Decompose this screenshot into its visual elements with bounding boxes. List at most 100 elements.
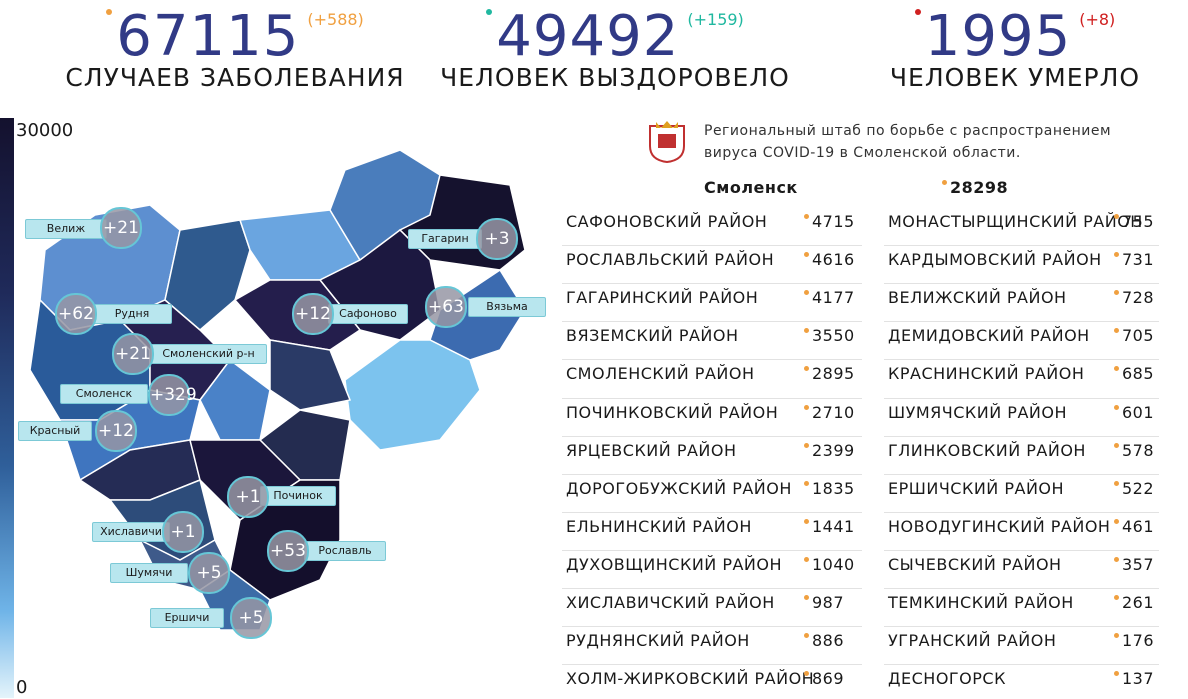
change-bubble: +53 — [267, 530, 309, 572]
district-name: ШУМЯЧСКИЙ РАЙОН — [888, 402, 1067, 422]
district-name: ТЕМКИНСКИЙ РАЙОН — [888, 593, 1074, 612]
change-bubble: +12 — [292, 293, 334, 335]
change-bubble: +329 — [148, 374, 197, 416]
change-bubble: +62 — [55, 293, 97, 335]
place-label: Вязьма — [468, 297, 546, 317]
stat-change: (+159) — [687, 10, 744, 29]
row-separator — [884, 245, 1159, 247]
place-label: Смоленск — [60, 384, 148, 404]
row-separator — [884, 435, 1159, 437]
change-bubble: +5 — [230, 597, 272, 639]
district-name: ПОЧИНКОВСКИЙ РАЙОН — [566, 402, 779, 422]
row-separator — [884, 626, 1159, 628]
stat-row: 1995 (+8) — [825, 4, 1188, 69]
row-separator — [884, 397, 1159, 399]
district-value: 357 — [1114, 555, 1154, 574]
scale-min: 0 — [16, 677, 28, 698]
stat-value: 49492 — [496, 4, 680, 69]
place-label: Красный — [18, 421, 92, 441]
row-separator — [562, 283, 862, 285]
stat: 67115 (+588) СЛУЧАЕВ ЗАБОЛЕВАНИЯ — [45, 4, 425, 92]
district-name: РУДНЯНСКИЙ РАЙОН — [566, 631, 750, 651]
district-name: ДОРОГОБУЖСКИЙ РАЙОН — [566, 478, 792, 498]
panel-title: Региональный штаб по борьбе с распростра… — [704, 123, 1112, 139]
bullet — [914, 9, 921, 15]
row-separator — [562, 626, 862, 628]
district-name: ДУХОВЩИНСКИЙ РАЙОН — [566, 554, 783, 574]
district-value: 2399 — [804, 441, 855, 460]
city-name: Смоленск — [704, 178, 798, 197]
city-value: 28298 — [942, 178, 1008, 197]
row-separator — [562, 549, 862, 551]
district-name: ЕРШИЧСКИЙ РАЙОН — [888, 478, 1065, 498]
region-map — [29, 149, 526, 631]
bullet — [106, 9, 113, 15]
change-bubble: +3 — [476, 218, 518, 260]
district-value: 176 — [1114, 631, 1154, 650]
district-value: 3550 — [804, 326, 855, 345]
place-label: Смоленский р-н — [150, 344, 267, 364]
district-name: КАРДЫМОВСКИЙ РАЙОН — [888, 250, 1102, 270]
district-value: 261 — [1114, 593, 1154, 612]
row-separator — [562, 359, 862, 361]
place-label: Гагарин — [408, 229, 482, 249]
place-label: Велиж — [25, 219, 107, 239]
district-value: 4177 — [804, 288, 855, 307]
stat: 1995 (+8) ЧЕЛОВЕК УМЕРЛО — [825, 4, 1188, 92]
stat-label: СЛУЧАЕВ ЗАБОЛЕВАНИЯ — [65, 63, 405, 92]
place-label: Починок — [260, 486, 336, 506]
district-name: ВЕЛИЖСКИЙ РАЙОН — [888, 288, 1067, 308]
district-value: 987 — [804, 593, 844, 612]
district-name: ГАГАРИНСКИЙ РАЙОН — [566, 288, 759, 308]
place-label: Рудня — [92, 304, 172, 324]
stat-value: 67115 — [116, 4, 300, 69]
row-separator — [884, 283, 1159, 285]
district-name: УГРАНСКИЙ РАЙОН — [888, 631, 1057, 651]
row-separator — [884, 359, 1159, 361]
district-name: ЕЛЬНИНСКИЙ РАЙОН — [566, 516, 752, 536]
district-value: 705 — [1114, 326, 1154, 345]
emblem — [649, 121, 685, 164]
stat-row: 49492 (+159) — [425, 4, 805, 69]
row-separator — [884, 511, 1159, 513]
stat: 49492 (+159) ЧЕЛОВЕК ВЫЗДОРОВЕЛО — [425, 4, 805, 92]
change-bubble: +5 — [188, 552, 230, 594]
row-separator — [562, 511, 862, 513]
district-name: СМОЛЕНСКИЙ РАЙОН — [566, 364, 755, 384]
district-value: 137 — [1114, 669, 1154, 688]
district-value: 578 — [1114, 441, 1154, 460]
change-bubble: +1 — [162, 511, 204, 553]
district-name: ГЛИНКОВСКИЙ РАЙОН — [888, 440, 1086, 460]
change-bubble: +1 — [227, 476, 269, 518]
district-value: 685 — [1114, 364, 1154, 383]
row-separator — [562, 321, 862, 323]
row-separator — [884, 588, 1159, 589]
stat-change: (+8) — [1079, 10, 1116, 29]
district-name: КРАСНИНСКИЙ РАЙОН — [888, 364, 1085, 384]
stat-row: 67115 (+588) — [45, 4, 425, 69]
district-value: 755 — [1114, 212, 1154, 231]
district-value: 601 — [1114, 403, 1154, 422]
stat-label: ЧЕЛОВЕК ВЫЗДОРОВЕЛО — [440, 63, 790, 92]
district-name: НОВОДУГИНСКИЙ РАЙОН — [888, 516, 1111, 536]
row-separator — [562, 245, 862, 247]
place-label: Сафоново — [328, 304, 408, 324]
district-value: 461 — [1114, 517, 1154, 536]
change-bubble: +21 — [112, 333, 154, 375]
district-name: ДЕМИДОВСКИЙ РАЙОН — [888, 326, 1090, 346]
district-name: СЫЧЕВСКИЙ РАЙОН — [888, 554, 1062, 574]
district-name: МОНАСТЫРЩИНСКИЙ РАЙОН — [888, 212, 1143, 231]
row-separator — [884, 473, 1159, 475]
district-value: 728 — [1114, 288, 1154, 307]
panel-title: вируса COVID-19 в Смоленской области. — [704, 145, 1021, 161]
change-bubble: +21 — [100, 207, 142, 249]
district-name: ВЯЗЕМСКИЙ РАЙОН — [566, 326, 739, 346]
district-value: 1441 — [804, 517, 855, 536]
change-bubble: +63 — [425, 286, 467, 328]
district-value: 869 — [804, 669, 844, 688]
place-label: Шумячи — [110, 563, 188, 583]
scale-max: 30000 — [16, 120, 74, 141]
place-label: Хиславичи — [92, 522, 170, 542]
